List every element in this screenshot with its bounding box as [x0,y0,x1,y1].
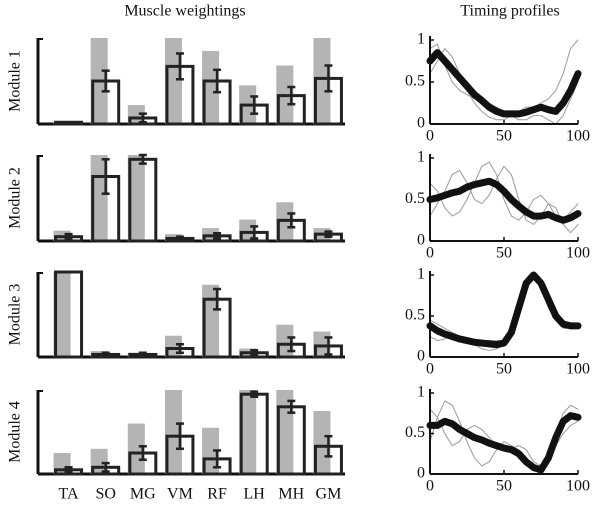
y-tick-label: 1 [417,149,425,166]
y-tick-label: 0 [417,348,425,365]
subject-bar [53,272,71,357]
panel-title: Muscle weightings [124,3,245,20]
x-tick-label: 50 [496,361,512,378]
mean-profile [426,177,582,224]
x-tick-label: 100 [566,478,590,495]
subject-bar [127,423,145,474]
x-tick-label: 0 [426,478,434,495]
x-tick-label: SO [95,486,115,503]
mean-profile [426,271,582,349]
x-tick-label: GM [316,486,342,503]
subject-bar [164,38,182,124]
subject-bar [202,427,220,474]
panel-title: Timing profiles [460,3,559,20]
x-tick-label: TA [59,486,79,503]
x-tick-label: LH [244,486,266,503]
subject-bar [313,38,331,124]
x-tick-label: 0 [426,128,434,145]
y-axis-label: Module 4 [7,401,24,463]
y-axis-label: Module 1 [7,50,24,112]
subject-bar [313,411,331,474]
y-tick-label: 0.5 [405,73,425,90]
profile-line [429,39,579,121]
subject-bar [202,284,220,357]
y-tick-label: 0 [417,232,425,249]
x-tick-label: 100 [566,245,590,262]
x-tick-label: 0 [426,361,434,378]
y-tick-label: 0.5 [405,307,425,324]
x-tick-label: 50 [496,245,512,262]
x-tick-label: 0 [426,245,434,262]
y-tick-label: 1 [417,384,425,401]
x-tick-label: VM [167,486,193,503]
x-tick-label: MG [130,486,156,503]
y-axis-label: Module 2 [7,167,24,229]
x-tick-label: MH [278,486,304,503]
subject-bar [127,155,145,241]
y-tick-label: 0 [417,465,425,482]
mean-profile [426,412,582,474]
y-tick-label: 1 [417,31,425,48]
x-tick-label: 50 [496,478,512,495]
subject-bar [276,390,294,474]
y-tick-label: 0 [417,115,425,132]
y-tick-label: 0.5 [405,190,425,207]
y-tick-label: 1 [417,266,425,283]
y-tick-label: 0.5 [405,424,425,441]
x-tick-label: 100 [566,361,590,378]
subject-bar [276,324,294,357]
y-axis-label: Module 3 [7,284,24,346]
profile-line [429,165,579,234]
x-tick-label: 100 [566,128,590,145]
x-tick-label: 50 [496,128,512,145]
subject-bar [239,219,257,241]
subject-bar [239,390,257,474]
mean-bar-outline [54,120,84,126]
x-tick-label: RF [207,486,227,503]
profile-line [429,161,579,221]
mean-profile [426,49,582,118]
mean-bar-outline [54,270,84,359]
subject-bar [164,390,182,474]
